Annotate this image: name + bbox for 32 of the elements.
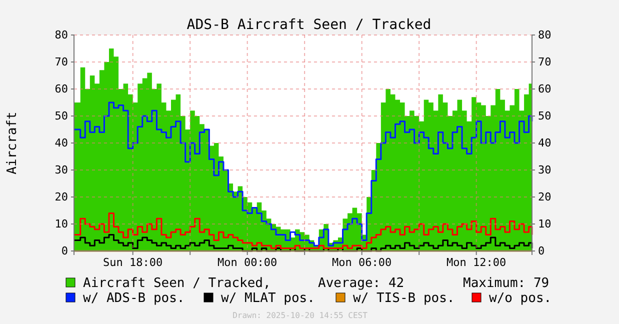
x-tick-label: Mon 12:00 xyxy=(446,256,506,269)
y2-tick-label: 50 xyxy=(538,110,552,123)
y2-tick-label: 0 xyxy=(538,244,545,258)
text: Drawn: 2025-10-20 14:55 CEST xyxy=(232,311,368,320)
y-tick-label: 70 xyxy=(54,56,68,69)
legend-label: w/ MLAT pos. xyxy=(221,291,315,306)
y-axis-title: Aircraft xyxy=(5,112,20,174)
y-tick-label: 0 xyxy=(61,244,68,258)
legend-label: Aircraft Seen / Tracked, xyxy=(83,276,271,291)
legend-label: w/o pos. xyxy=(489,291,552,306)
y2-tick-label: 60 xyxy=(538,82,552,96)
y-tick-label: 60 xyxy=(54,82,68,96)
legend-label: w/ TIS-B pos. xyxy=(353,291,455,306)
y-tick-label: 50 xyxy=(54,110,68,123)
y2-tick-label: 70 xyxy=(538,56,552,69)
chart-title: ADS-B Aircraft Seen / Tracked xyxy=(186,17,432,33)
x-tick-label: Sun 18:00 xyxy=(103,256,163,269)
y-tick-label: 80 xyxy=(54,28,68,42)
legend-label: w/ ADS-B pos. xyxy=(83,291,185,306)
x-tick-label: Mon 00:00 xyxy=(218,256,278,269)
text: Average: 42 xyxy=(318,276,404,291)
y2-tick-label: 30 xyxy=(538,164,552,177)
y2-tick-label: 10 xyxy=(538,218,552,231)
y-tick-label: 20 xyxy=(54,190,68,204)
x-tick-label: Mon 06:00 xyxy=(332,256,392,269)
y2-tick-label: 20 xyxy=(538,190,552,204)
y-tick-label: 10 xyxy=(54,218,68,231)
y2-tick-label: 80 xyxy=(538,28,552,42)
y-tick-label: 40 xyxy=(54,136,68,150)
y2-tick-label: 40 xyxy=(538,136,552,150)
text: Maximum: 79 xyxy=(463,276,550,291)
y-tick-label: 30 xyxy=(54,164,68,177)
